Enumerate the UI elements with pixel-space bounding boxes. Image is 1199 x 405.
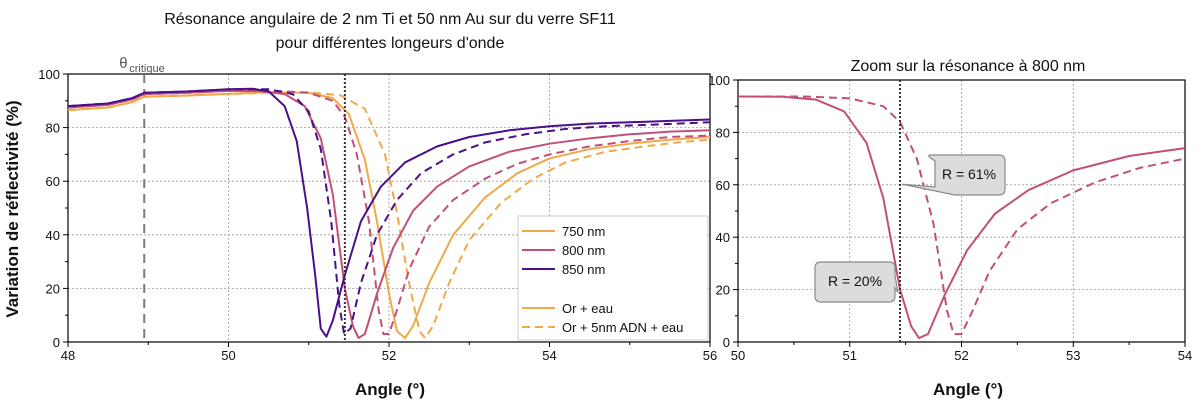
y-tick-label: 80 <box>716 125 730 140</box>
y-tick-label: 0 <box>53 335 60 350</box>
y-axis-label: Variation de réflectivité (%) <box>3 100 22 317</box>
legend: 750 nm 800 nm 850 nm Or + eau Or + 5nm ADN +… <box>518 216 708 340</box>
chart-zoom-800nm: 50 51 52 53 54 0 20 40 60 80 100 R = 61% R = 20% Zoom… <box>708 58 1192 399</box>
y-tick-label: 60 <box>716 178 730 193</box>
y-tick-label: 20 <box>46 281 60 296</box>
zoom-x-axis-label: Angle (°) <box>933 380 1003 399</box>
chart-subtitle: pour différentes longeurs d'onde <box>276 35 505 52</box>
chart-title: Résonance angulaire de 2 nm Ti et 50 nm … <box>164 11 616 28</box>
x-tick-label: 53 <box>1066 348 1080 363</box>
x-tick-label: 52 <box>382 348 396 363</box>
legend-label: 800 nm <box>562 243 605 258</box>
y-tick-label: 100 <box>38 67 60 82</box>
critical-angle-label: θ <box>119 55 127 72</box>
zoom-chart-title: Zoom sur la résonance à 800 nm <box>851 58 1086 75</box>
x-tick-label: 48 <box>61 348 75 363</box>
x-tick-label: 51 <box>843 348 857 363</box>
y-tick-label: 100 <box>708 73 730 88</box>
x-tick-label: 54 <box>542 348 556 363</box>
chart-resonance-wavelengths: 48 50 52 54 56 0 20 40 60 80 100 θ critique 750 nm 800… <box>3 11 717 399</box>
x-tick-label: 50 <box>221 348 235 363</box>
grid <box>738 80 1185 342</box>
x-tick-label: 54 <box>1178 348 1192 363</box>
x-tick-label: 56 <box>703 348 717 363</box>
y-tick-label: 20 <box>716 283 730 298</box>
x-tick-label: 52 <box>954 348 968 363</box>
x-tick-label: 50 <box>731 348 745 363</box>
critical-angle-subscript: critique <box>129 63 164 75</box>
y-tick-label: 0 <box>723 335 730 350</box>
y-tick-label: 40 <box>46 228 60 243</box>
legend-label: 750 nm <box>562 224 605 239</box>
legend-label: Or + eau <box>562 301 613 316</box>
callout-label: R = 61% <box>942 166 996 182</box>
callout-label: R = 20% <box>828 273 882 289</box>
x-axis-label: Angle (°) <box>355 380 425 399</box>
plot-frame <box>738 80 1185 342</box>
legend-label: 850 nm <box>562 262 605 277</box>
legend-label: Or + 5nm ADN + eau <box>562 320 683 335</box>
y-tick-label: 60 <box>46 174 60 189</box>
y-tick-label: 80 <box>46 121 60 136</box>
y-tick-label: 40 <box>716 230 730 245</box>
